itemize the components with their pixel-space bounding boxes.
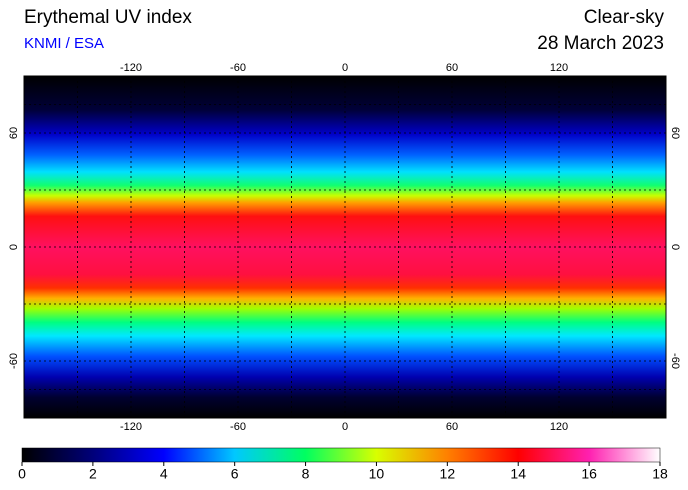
lon-label-top: -60: [230, 62, 246, 74]
source: KNMI / ESA: [24, 35, 104, 52]
condition: Clear-sky: [584, 7, 665, 28]
map-frame: [23, 75, 667, 419]
lon-label-bottom: 120: [550, 421, 568, 433]
date: 28 March 2023: [537, 33, 664, 54]
colorbar-label: 6: [231, 466, 239, 482]
lon-label-bottom: -60: [230, 421, 246, 433]
graticule: [24, 76, 666, 418]
lon-label-top: -120: [120, 62, 142, 74]
colorbar-label: 0: [18, 466, 26, 482]
title: Erythemal UV index: [24, 7, 192, 28]
lat-label-right: -60: [669, 353, 681, 369]
lon-label-bottom: 60: [446, 421, 458, 433]
colorbar: [21, 447, 661, 463]
lon-label-top: 120: [550, 62, 568, 74]
lat-label-left: -60: [8, 353, 20, 369]
colorbar-label: 18: [652, 466, 668, 482]
lat-label-left: 60: [8, 127, 20, 139]
lat-label-left: 0: [8, 244, 20, 250]
lon-label-bottom: -120: [120, 421, 142, 433]
colorbar-label: 2: [89, 466, 97, 482]
colorbar-label: 12: [440, 466, 456, 482]
colorbar-label: 10: [369, 466, 385, 482]
colorbar-label: 4: [160, 466, 168, 482]
lon-label-top: 0: [342, 62, 348, 74]
lat-label-right: 0: [669, 244, 681, 250]
colorbar-label: 8: [302, 466, 310, 482]
colorbar-label: 16: [581, 466, 597, 482]
lon-label-bottom: 0: [342, 421, 348, 433]
colorbar-label: 14: [510, 466, 526, 482]
lon-label-top: 60: [446, 62, 458, 74]
lat-label-right: 60: [669, 127, 681, 139]
